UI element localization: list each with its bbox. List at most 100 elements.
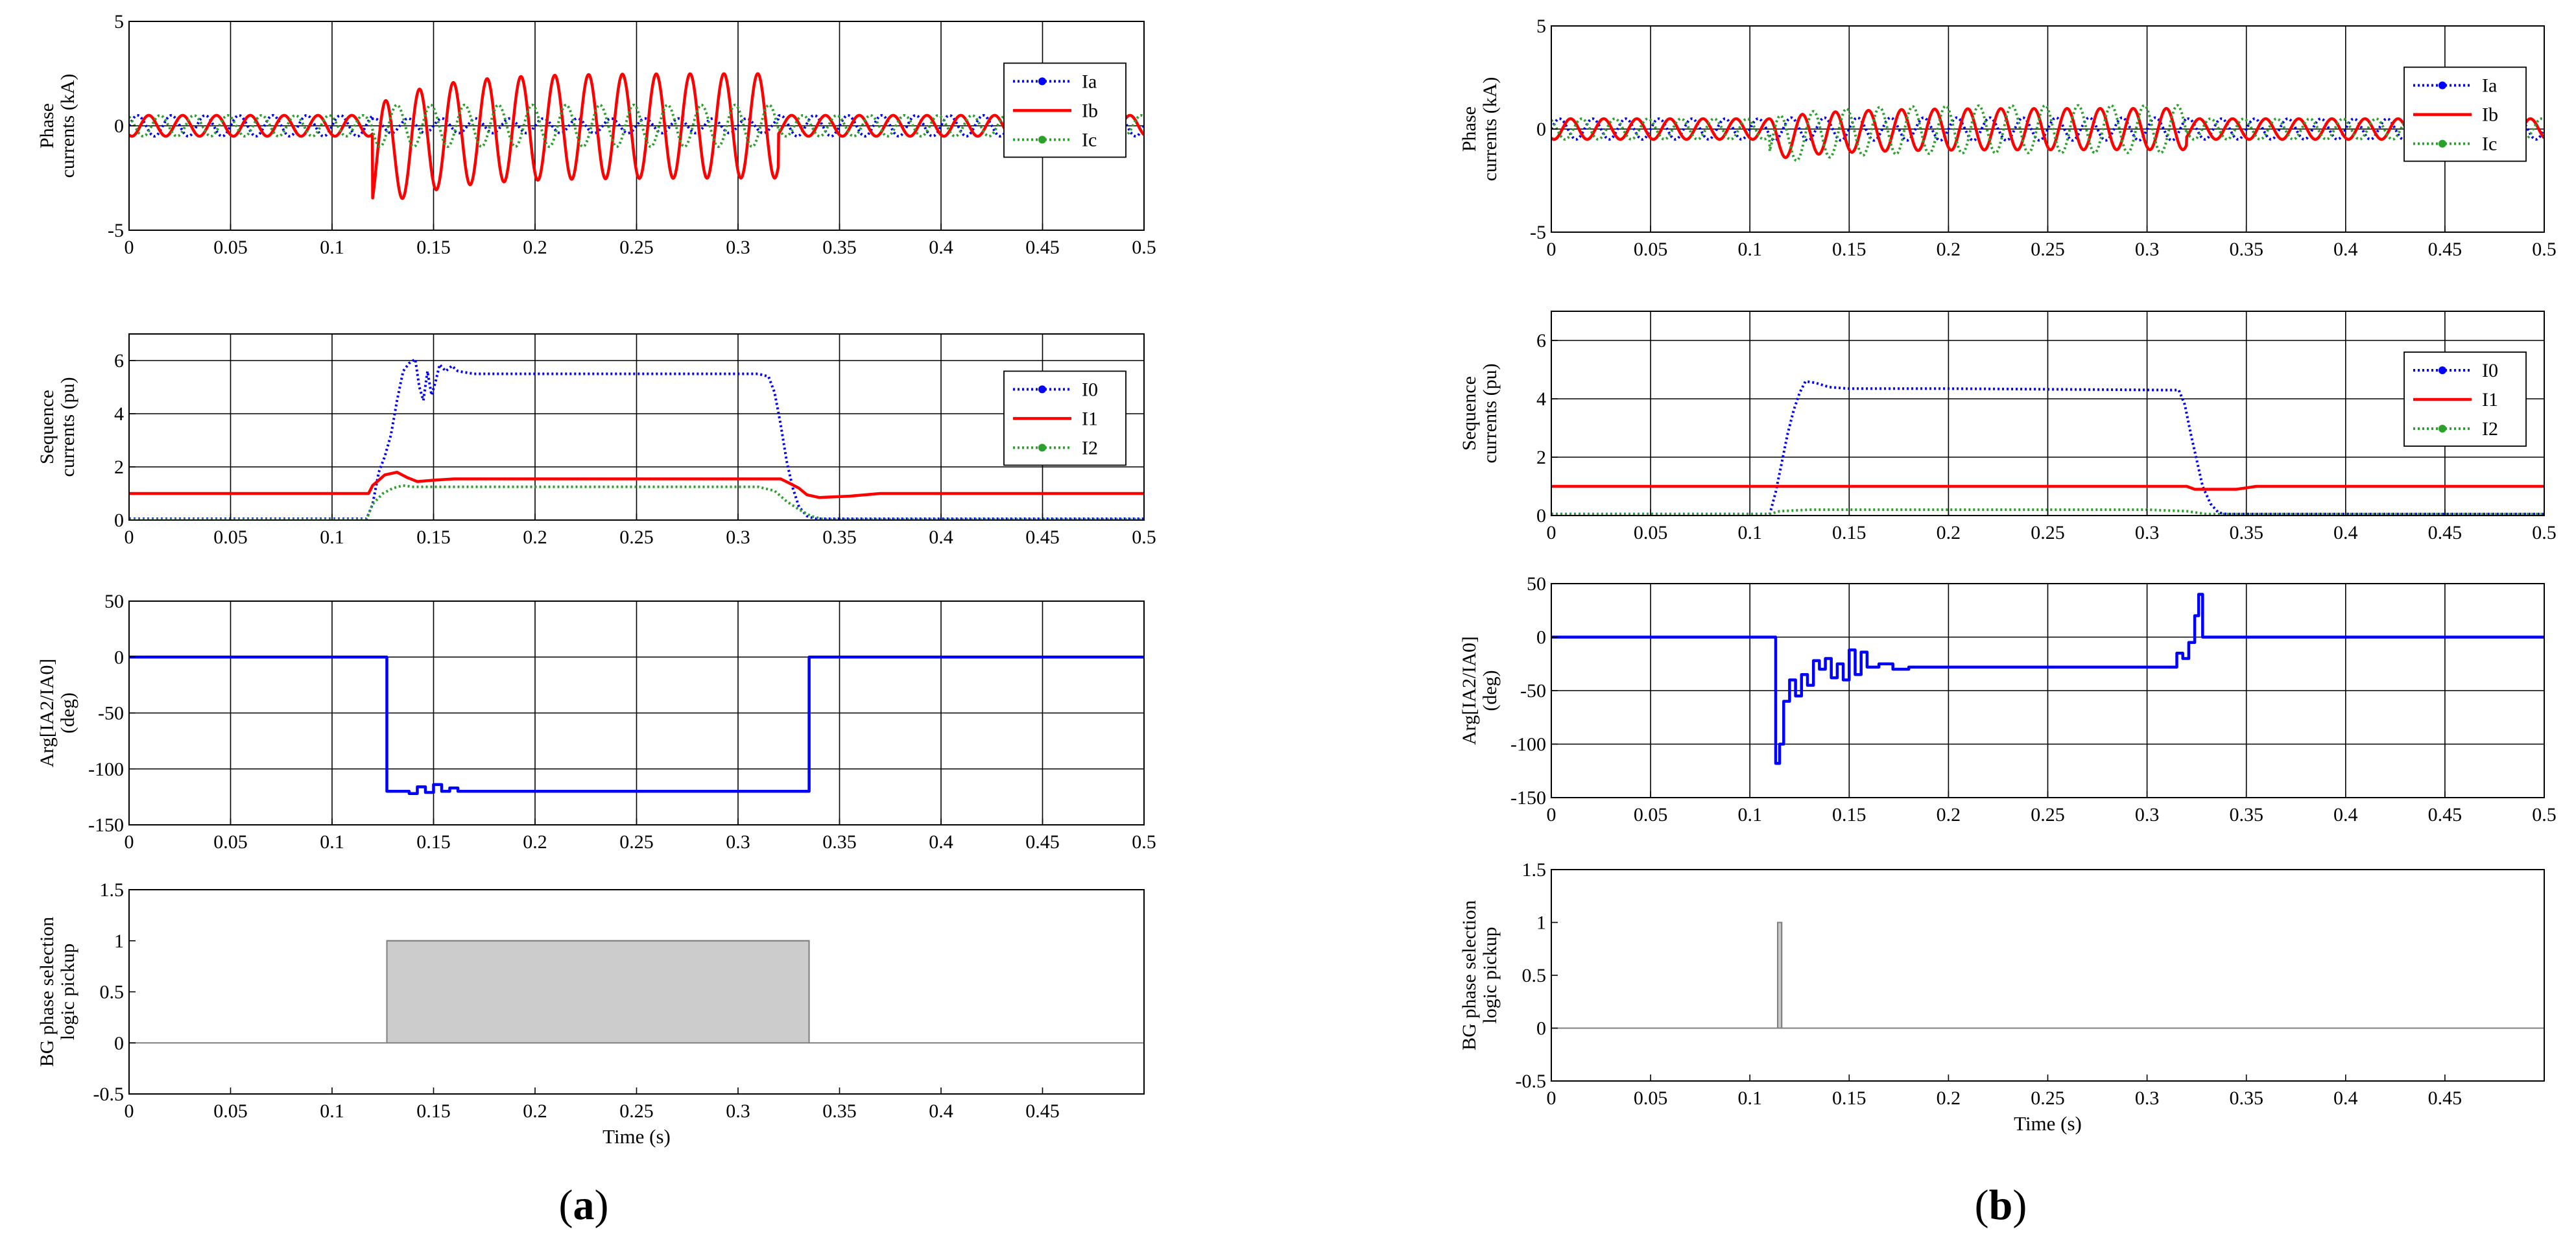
x-tick-label: 0.3 <box>726 831 750 853</box>
y-tick-label: -150 <box>1510 787 1546 809</box>
y-axis-label-line: Phase <box>1459 106 1480 152</box>
chart-a1: 0 0.05 0.1 0.15 0.2 0.25 0.3 0.35 0.4 0.45 0.5-505… <box>36 11 1156 258</box>
x-tick-label: 0.1 <box>320 527 344 548</box>
x-tick-label: 0.2 <box>1937 1087 1961 1109</box>
chart-b2: 0 0.05 0.1 0.15 0.2 0.25 0.3 0.35 0.4 0.45 0.5 0 2 4 6… <box>1459 311 2557 543</box>
y-tick-label: -0.5 <box>93 1084 125 1105</box>
series-layer <box>1551 921 2544 1029</box>
y-tick-label: 0.5 <box>100 982 125 1003</box>
series-layer <box>129 358 1144 520</box>
x-tick-label: 0.15 <box>1832 522 1866 543</box>
y-tick-label: 1 <box>1536 912 1546 934</box>
x-tick-label: 0.05 <box>213 831 248 853</box>
y-axis-label: BG phase selectionlogic pickup <box>36 917 78 1067</box>
chart-b4: 0 0.05 0.1 0.15 0.2 0.25 0.3 0.35 0.4 0.45-0.500.… <box>1459 859 2545 1135</box>
y-tick-label: 1.5 <box>100 879 125 901</box>
x-tick-label: 0.1 <box>320 237 344 258</box>
x-tick-label: 0 <box>1547 804 1556 825</box>
y-axis-label-line: currents (kA) <box>1479 77 1501 182</box>
y-tick-label: 0 <box>114 510 124 531</box>
x-tick-label: 0 <box>125 237 134 258</box>
x-tick-label: 0 <box>1547 239 1556 260</box>
x-tick-label: 0.3 <box>2135 522 2160 543</box>
series-layer <box>129 72 1144 200</box>
chart-b1: 0 0.05 0.1 0.15 0.2 0.25 0.3 0.35 0.4 0.45 0.5-505… <box>1459 16 2557 260</box>
y-tick-label: 0 <box>1536 1018 1546 1039</box>
x-tick-label: 0.25 <box>619 237 654 258</box>
legend-marker-i2 <box>1038 444 1046 452</box>
series-layer <box>1551 380 2544 516</box>
legend: I0 I1 I2 <box>1003 370 1127 466</box>
series-line-ia <box>129 113 1144 138</box>
y-tick-label: 0 <box>1536 505 1546 527</box>
y-axis-label-line: currents (pu) <box>1479 363 1501 463</box>
x-tick-label: 0 <box>125 831 134 853</box>
x-tick-label: 0.05 <box>1634 239 1668 260</box>
legend-marker-ic <box>1038 136 1046 144</box>
legend-label-i2: I2 <box>1082 437 1098 458</box>
y-axis-label-line: logic pickup <box>57 944 78 1040</box>
y-axis-label: Sequencecurrents (pu) <box>36 377 78 477</box>
x-tick-label: 0 <box>125 1100 134 1122</box>
x-tick-label: 0.4 <box>2333 1087 2358 1109</box>
x-tick-label: 0.5 <box>2532 522 2557 543</box>
x-tick-label: 0.3 <box>726 527 750 548</box>
x-tick-label: 0.35 <box>2229 1087 2263 1109</box>
x-tick-label: 0.1 <box>1737 804 1762 825</box>
y-axis-label-line: Sequence <box>36 390 58 464</box>
y-axis-label-line: Arg[IA2/IA0] <box>1459 636 1480 745</box>
y-axis-label-line: logic pickup <box>1479 927 1501 1023</box>
x-tick-label: 0.15 <box>416 527 451 548</box>
legend: I0 I1 I2 <box>2403 351 2527 447</box>
x-tick-label: 0.2 <box>523 237 547 258</box>
legend-marker-i2 <box>2439 425 2446 433</box>
y-tick-label: 0 <box>114 647 124 668</box>
y-tick-label: 5 <box>114 11 124 32</box>
y-tick-label: 1.5 <box>1522 859 1547 881</box>
plot-area <box>1551 870 2544 1081</box>
series-layer <box>129 656 1144 795</box>
series-line-i1 <box>129 470 1144 499</box>
pickup-line <box>129 940 1144 1044</box>
x-tick-label: 0.25 <box>2031 239 2065 260</box>
x-tick-label: 0.15 <box>1832 804 1866 825</box>
x-tick-label: 0.45 <box>2428 1087 2463 1109</box>
y-axis-label: BG phase selectionlogic pickup <box>1459 900 1501 1051</box>
y-tick-label: 4 <box>114 403 124 425</box>
x-tick-label: 0.2 <box>1937 522 1961 543</box>
y-tick-label: -0.5 <box>1516 1071 1547 1092</box>
series-line-i2 <box>129 484 1144 520</box>
y-axis-label-line: BG phase selection <box>36 917 58 1067</box>
y-tick-label: 6 <box>1536 330 1546 351</box>
x-tick-label: 0.1 <box>1737 522 1762 543</box>
legend-marker-ia <box>2439 81 2446 89</box>
x-tick-label: 0 <box>1547 522 1556 543</box>
x-tick-label: 0.4 <box>929 527 953 548</box>
x-tick-label: 0.2 <box>1937 804 1961 825</box>
pickup-line <box>1551 921 2544 1029</box>
legend: Ia Ib Ic <box>2403 66 2527 162</box>
x-tick-label: 0.4 <box>929 1100 953 1122</box>
x-tick-label: 0.25 <box>619 831 654 853</box>
chart-a3: 0 0.05 0.1 0.15 0.2 0.25 0.3 0.35 0.4 0.45 0.5 -150… <box>36 591 1156 853</box>
x-tick-label: 0.2 <box>1937 239 1961 260</box>
y-tick-label: 50 <box>1527 573 1546 595</box>
y-tick-label: -50 <box>98 703 124 724</box>
legend-marker-ic <box>2439 139 2446 148</box>
x-tick-label: 0.05 <box>213 1100 248 1122</box>
y-axis-label-line: Phase <box>36 103 58 148</box>
chart-a4: 0 0.05 0.1 0.15 0.2 0.25 0.3 0.35 0.4 0.45-0.500.… <box>36 879 1145 1148</box>
x-tick-label: 0.35 <box>2229 804 2263 825</box>
y-tick-label: -5 <box>108 220 124 241</box>
x-tick-label: 0.15 <box>1832 239 1866 260</box>
legend-label-ia: Ia <box>1082 71 1097 92</box>
x-tick-label: 0.2 <box>523 1100 547 1122</box>
y-tick-label: 6 <box>114 350 124 372</box>
y-tick-label: 2 <box>114 457 124 478</box>
x-axis-label: Time (s) <box>602 1125 671 1148</box>
x-tick-label: 0.4 <box>2333 522 2358 543</box>
series-line-ia <box>1551 116 2544 142</box>
x-tick-label: 0.15 <box>1832 1087 1866 1109</box>
x-tick-label: 0.45 <box>1025 237 1060 258</box>
